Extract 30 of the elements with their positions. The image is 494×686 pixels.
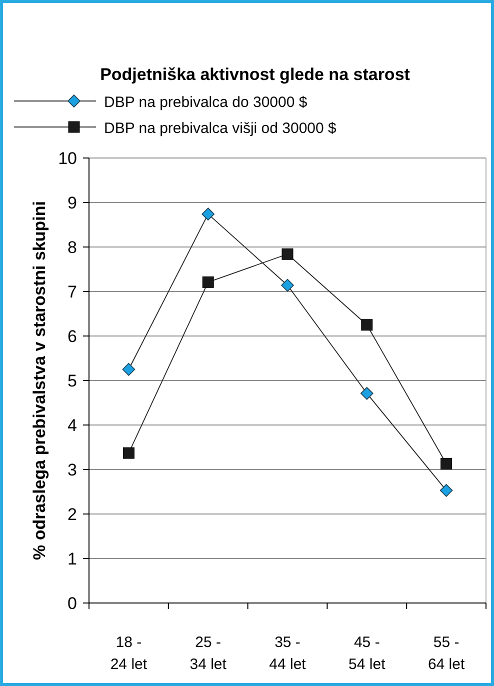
y-tick-label: 0 — [68, 594, 77, 613]
point — [202, 276, 214, 288]
point — [122, 447, 134, 459]
point — [440, 484, 453, 497]
chart-title: Podjetniška aktivnost glede na starost — [100, 65, 410, 84]
y-tick-label: 5 — [68, 372, 77, 390]
point — [440, 458, 452, 470]
y-tick-label: 10 — [58, 149, 77, 168]
x-tick-label: 35 - 44 let — [269, 634, 307, 673]
x-tick-label: 25 - 34 let — [190, 634, 228, 673]
x-tick-label: 18 - 24 let — [110, 634, 148, 673]
x-tick-label: 45 - 54 let — [348, 634, 386, 673]
y-tick-label: 3 — [68, 460, 77, 480]
legend-label: DBP na prebivalca do 30000 $ — [104, 94, 308, 111]
y-tick-label: 8 — [68, 238, 77, 257]
y-tick-label: 6 — [68, 327, 77, 346]
point — [361, 319, 373, 331]
y-tick-label: 4 — [68, 416, 77, 435]
y-tick-label: 1 — [68, 550, 77, 568]
point — [202, 208, 214, 220]
point — [360, 387, 374, 400]
x-tick-label: 55 - 64 let — [428, 634, 466, 673]
point — [282, 248, 294, 260]
y-tick-label: 9 — [68, 194, 77, 212]
y-tick-label: 7 — [68, 282, 77, 302]
y-tick-label: 2 — [68, 505, 77, 524]
point — [122, 362, 136, 376]
legend-label: DBP na prebivalca višji od 30000 $ — [104, 120, 338, 137]
point — [281, 278, 294, 292]
y-axis-title: % odraslega prebivalstva v starostni skupini — [30, 200, 49, 560]
